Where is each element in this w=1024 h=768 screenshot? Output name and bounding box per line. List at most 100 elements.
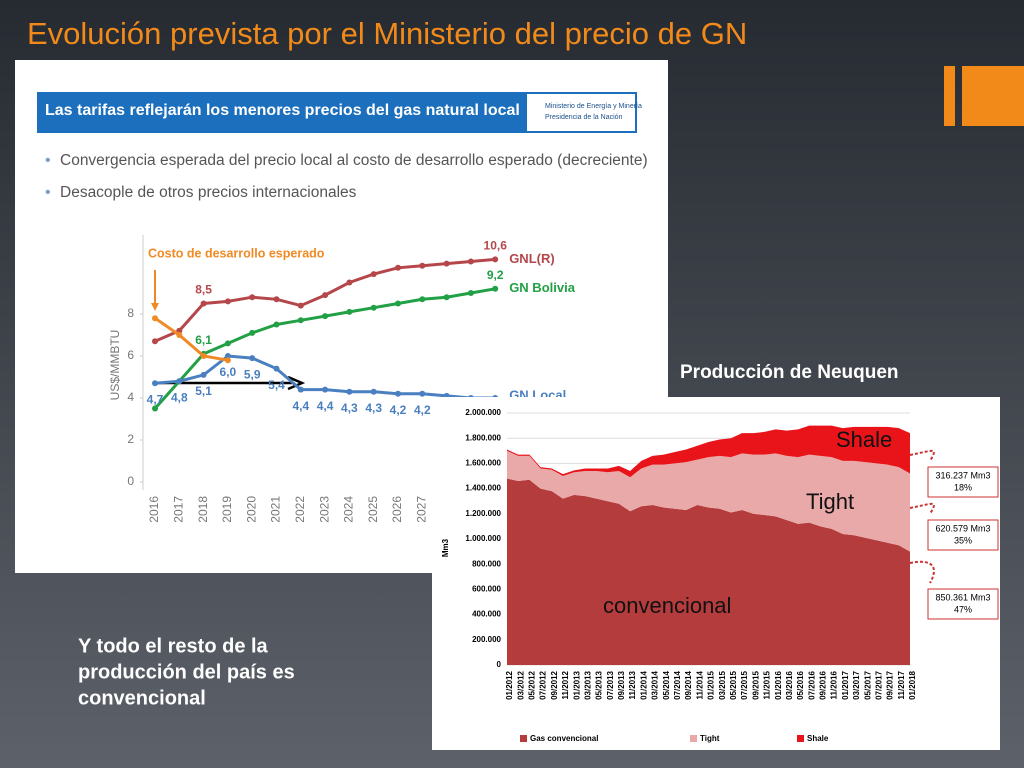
caption-line: Y todo el resto de la [78, 635, 269, 657]
area [507, 425, 910, 478]
x-tick-label: 07/2012 [539, 670, 548, 699]
x-tick-label: 11/2015 [763, 670, 772, 699]
series-name: GN Bolivia [509, 280, 576, 295]
point [200, 371, 207, 378]
point [152, 315, 158, 322]
value-label: 4,8 [171, 390, 188, 404]
point [419, 296, 426, 303]
y-tick-label: 600.000 [472, 585, 501, 594]
point [467, 290, 474, 296]
x-tick-label: 2023 [317, 496, 331, 523]
value-label: 4,3 [341, 401, 358, 415]
area [507, 478, 910, 665]
legend-label: Shale [807, 734, 829, 743]
callout-text: 316.237 Mm3 [935, 470, 990, 480]
point [249, 329, 256, 336]
series-name: Costo de desarrollo esperado [148, 246, 325, 260]
y-axis-label: Mm3 [441, 538, 450, 557]
callout-text: 47% [954, 604, 972, 614]
point [322, 386, 329, 393]
callout-text: 620.579 Mm3 [935, 523, 990, 533]
x-tick-label: 09/2015 [751, 670, 760, 699]
x-tick-label: 01/2012 [505, 670, 514, 699]
x-tick-label: 05/2016 [796, 670, 805, 699]
callout-box [927, 588, 999, 620]
value-label: 4,4 [292, 399, 309, 413]
x-tick-label: 01/2018 [908, 670, 917, 699]
x-tick-label: 03/2017 [852, 670, 861, 699]
point [370, 304, 377, 311]
x-tick-label: 2017 [171, 496, 185, 523]
point [297, 302, 304, 309]
point [176, 378, 183, 385]
annotation: Shale [836, 427, 892, 452]
point [273, 321, 280, 328]
y-tick-label: 1.400.000 [465, 484, 501, 493]
x-tick-label: 01/2014 [639, 670, 648, 699]
point [322, 292, 329, 299]
y-tick-label: 1.600.000 [465, 459, 501, 468]
x-tick-label: 2020 [244, 496, 258, 523]
y-axis-label: US$/MMBTU [108, 330, 122, 401]
point [346, 388, 353, 395]
x-tick-label: 2021 [269, 496, 283, 523]
point [395, 390, 401, 397]
point [370, 271, 377, 278]
point [370, 388, 377, 395]
slide-title: Evolución prevista por el Ministerio del… [27, 16, 747, 51]
callout-text: 850.361 Mm3 [935, 592, 990, 602]
series-name: GNL(R) [509, 251, 555, 266]
arrow-head [287, 375, 306, 391]
value-label: 5,4 [268, 378, 285, 392]
y-tick-label: 800.000 [472, 559, 501, 568]
point [224, 353, 231, 359]
point [200, 353, 207, 359]
callout-arrow [909, 502, 935, 515]
point [419, 262, 426, 269]
point [395, 300, 401, 307]
x-tick-label: 01/2017 [841, 670, 850, 699]
callout-arrow [909, 449, 935, 462]
deco-block [962, 66, 1024, 126]
value-label: 10,6 [484, 239, 508, 253]
x-tick-label: 05/2015 [729, 670, 738, 699]
production-chart: Mm3 0 200.000 400.000 600.000 800.000 1.000.0… [432, 397, 1000, 750]
x-tick-label: 01/2013 [572, 670, 581, 699]
bullet: • [45, 184, 51, 201]
x-tick-label: 07/2013 [606, 670, 615, 699]
point [492, 256, 499, 263]
point [249, 355, 256, 362]
y-tick-label: 1.200.000 [465, 509, 501, 518]
x-tick-label: 03/2016 [785, 670, 794, 699]
series-line [154, 316, 229, 362]
x-tick-label: 09/2016 [819, 670, 828, 699]
legend-label: Tight [700, 734, 720, 743]
value-label: 4,4 [317, 399, 334, 413]
point [224, 298, 231, 305]
x-tick-label: 03/2013 [583, 670, 592, 699]
bullet-text: Desacople de otros precios internacional… [60, 184, 357, 201]
x-tick-label: 11/2016 [830, 670, 839, 699]
x-tick-label: 07/2014 [673, 670, 682, 699]
x-tick-label: 01/2016 [774, 670, 783, 699]
value-label: 4,2 [390, 403, 407, 417]
point [249, 294, 256, 301]
point [224, 357, 231, 364]
annotation: convencional [603, 593, 731, 618]
x-tick-label: 01/2015 [707, 670, 716, 699]
point [297, 317, 304, 324]
deco-bar [944, 66, 955, 126]
y-tick-label: 1.000.000 [465, 534, 501, 543]
callout-text: 35% [954, 535, 972, 545]
logo-text: Presidencia de la Nación [545, 114, 623, 121]
point [492, 285, 499, 292]
caption: Y todo el resto de la producción del paí… [78, 635, 295, 709]
point [297, 386, 304, 393]
callout-text: 18% [954, 482, 972, 492]
x-tick-label: 11/2013 [628, 670, 637, 699]
x-tick-label: 11/2014 [695, 670, 704, 699]
x-tick-label: 11/2017 [897, 670, 906, 699]
bullet: • [45, 152, 51, 169]
point [443, 294, 450, 301]
